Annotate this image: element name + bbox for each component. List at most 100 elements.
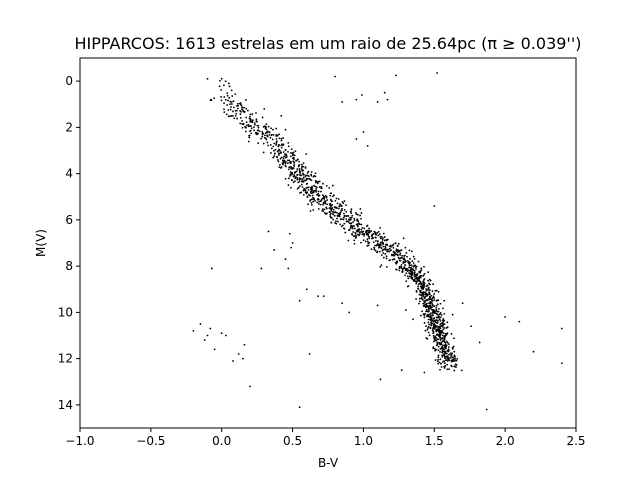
star-point [223, 95, 226, 98]
star-point [404, 264, 407, 266]
star-point [443, 299, 446, 302]
y-axis: 0 2 4 6 8 10 12 14 [58, 74, 80, 412]
star-point [223, 84, 225, 87]
star-point [439, 339, 442, 341]
star-point [418, 293, 421, 296]
star-point [376, 250, 379, 253]
star-point [220, 96, 222, 98]
star-point [270, 134, 273, 137]
star-point [250, 127, 253, 130]
star-point [446, 359, 449, 362]
star-point [398, 259, 401, 262]
star-point [276, 140, 278, 143]
star-point [270, 127, 272, 130]
star-point [247, 123, 250, 126]
star-point [309, 199, 312, 201]
star-point [264, 137, 267, 140]
star-point [453, 365, 455, 368]
star-point [358, 231, 361, 234]
star-point [406, 270, 409, 273]
star-point [340, 205, 343, 207]
star-point [270, 152, 272, 154]
star-point [350, 208, 353, 211]
star-point [249, 385, 251, 388]
star-point [429, 301, 432, 303]
star-point [326, 212, 328, 215]
star-point [360, 217, 362, 220]
star-point [428, 291, 431, 294]
star-point [206, 77, 209, 80]
star-point [292, 151, 295, 154]
star-point [342, 218, 345, 221]
star-point [460, 369, 463, 372]
star-point [435, 333, 438, 336]
star-point [386, 98, 389, 101]
star-point [402, 237, 405, 240]
star-point [385, 257, 388, 260]
star-point [385, 243, 388, 246]
star-point [414, 264, 417, 267]
star-point [429, 326, 432, 329]
star-point [376, 243, 378, 246]
star-point [320, 199, 323, 202]
star-point [284, 162, 287, 165]
star-point [423, 265, 425, 268]
star-point [382, 245, 385, 248]
star-point [292, 153, 294, 156]
star-point [366, 238, 369, 241]
star-point [446, 368, 449, 371]
star-point [304, 188, 307, 191]
star-point [298, 164, 301, 166]
star-point [450, 364, 453, 367]
star-point [268, 133, 271, 136]
star-point [431, 290, 434, 292]
star-point [343, 227, 346, 230]
star-point [436, 310, 439, 313]
star-point [275, 127, 278, 130]
star-point [284, 164, 287, 167]
star-point [425, 310, 428, 313]
star-point [432, 297, 434, 300]
star-point [343, 222, 346, 225]
star-point [470, 325, 473, 328]
star-point [209, 327, 212, 330]
star-point [372, 237, 375, 239]
star-point [427, 288, 430, 290]
star-point [330, 216, 332, 219]
star-point [432, 331, 435, 333]
star-point [349, 227, 352, 229]
star-point [355, 230, 358, 232]
star-point [389, 244, 392, 247]
star-point [245, 121, 248, 124]
star-point [297, 186, 300, 189]
star-point [321, 208, 324, 211]
star-point [232, 100, 235, 103]
star-point [424, 293, 427, 296]
star-point [408, 272, 411, 274]
star-point [400, 264, 403, 266]
star-point [420, 267, 423, 270]
star-point [248, 136, 251, 139]
star-point [382, 256, 385, 259]
star-point [260, 267, 263, 270]
star-point [227, 82, 230, 85]
star-point [417, 260, 420, 263]
star-point [444, 342, 447, 344]
star-point [328, 211, 331, 214]
star-point [232, 110, 234, 113]
star-point [444, 359, 447, 362]
star-point [338, 215, 341, 218]
star-point [339, 213, 341, 216]
star-point [300, 183, 303, 186]
star-point [446, 341, 449, 344]
x-tick-label: 0.5 [283, 434, 302, 448]
star-point [429, 279, 432, 282]
star-point [419, 281, 422, 284]
star-point [323, 208, 326, 211]
star-point [450, 353, 453, 356]
star-point [306, 186, 309, 189]
star-point [262, 151, 265, 154]
star-point [431, 308, 433, 311]
star-point [418, 276, 420, 279]
